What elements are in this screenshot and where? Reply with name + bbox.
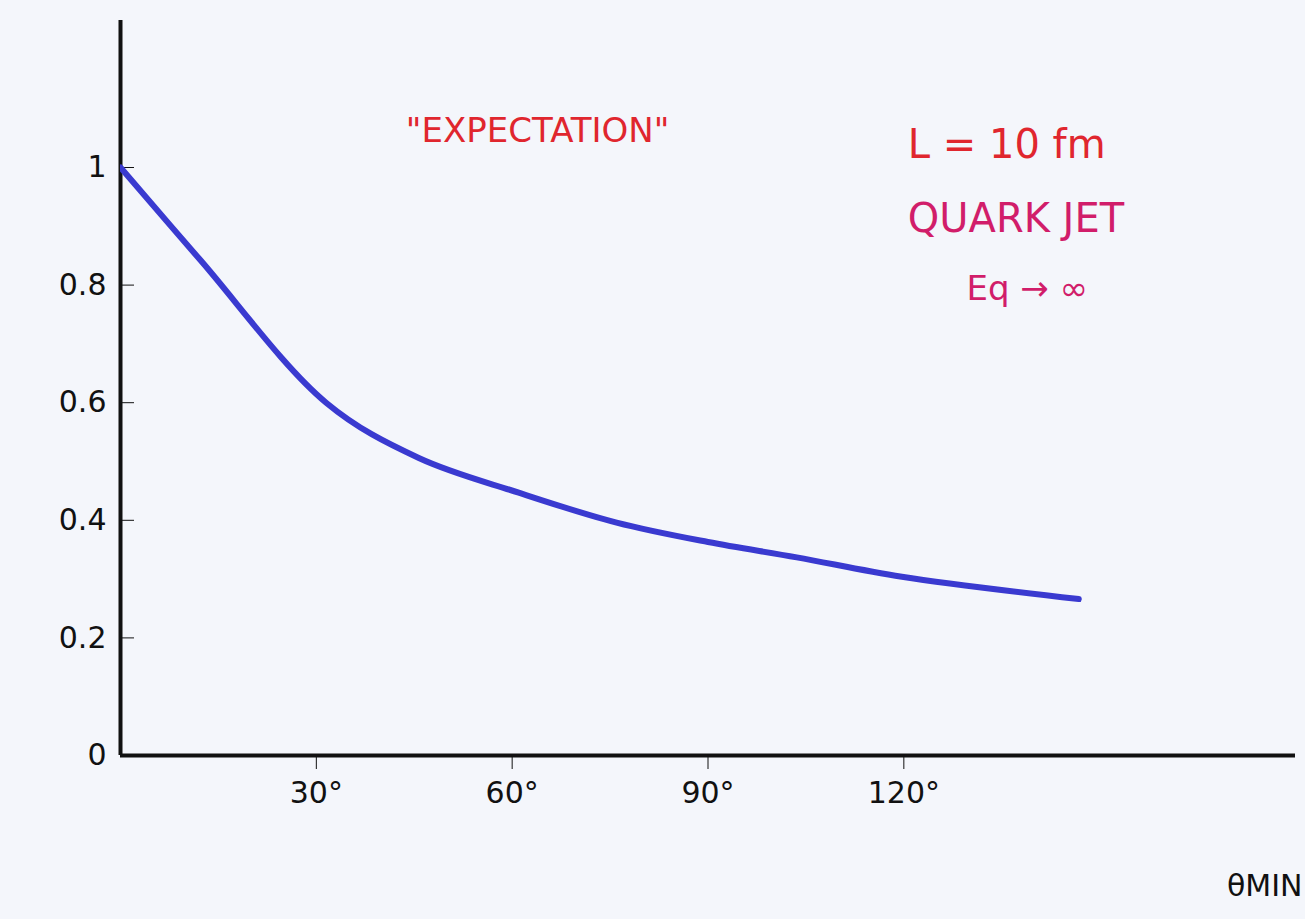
svg-text:90°: 90°: [681, 775, 734, 810]
svg-text:120°: 120°: [868, 775, 940, 810]
svg-text:"EXPECTATION": "EXPECTATION": [406, 110, 670, 150]
svg-text:0.8: 0.8: [59, 267, 107, 302]
svg-text:60°: 60°: [486, 775, 539, 810]
svg-text:0: 0: [87, 737, 106, 772]
svg-text:0.4: 0.4: [59, 502, 107, 537]
svg-text:θMIN: θMIN: [1227, 868, 1303, 903]
svg-text:1: 1: [87, 149, 106, 184]
svg-text:0.2: 0.2: [59, 620, 107, 655]
svg-text:Eq → ∞: Eq → ∞: [967, 268, 1089, 308]
svg-text:0.6: 0.6: [59, 384, 107, 419]
svg-text:L = 10 fm: L = 10 fm: [908, 121, 1106, 167]
svg-text:QUARK JET: QUARK JET: [908, 195, 1125, 241]
svg-text:30°: 30°: [290, 775, 343, 810]
